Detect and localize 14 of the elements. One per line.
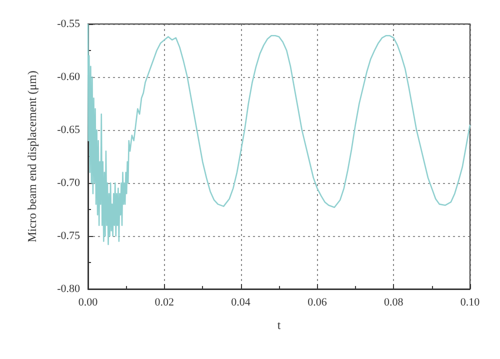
y-tick-label: -0.65 (57, 124, 80, 136)
y-tick-label: -0.80 (57, 283, 80, 295)
x-tick-label: 0.00 (78, 296, 98, 308)
y-axis-title: Micro beam end displacement (μm) (25, 70, 39, 242)
x-tick-label: 0.08 (384, 296, 404, 308)
y-tick-label: -0.70 (57, 177, 80, 189)
x-axis-title: t (277, 318, 282, 332)
x-tick-label: 0.10 (460, 296, 480, 308)
y-tick-label: -0.75 (57, 230, 80, 242)
x-tick-label: 0.02 (154, 296, 174, 308)
x-tick-label: 0.04 (231, 296, 251, 308)
y-tick-label: -0.60 (57, 71, 80, 83)
y-tick-label: -0.55 (57, 18, 80, 30)
x-tick-label: 0.06 (308, 296, 328, 308)
